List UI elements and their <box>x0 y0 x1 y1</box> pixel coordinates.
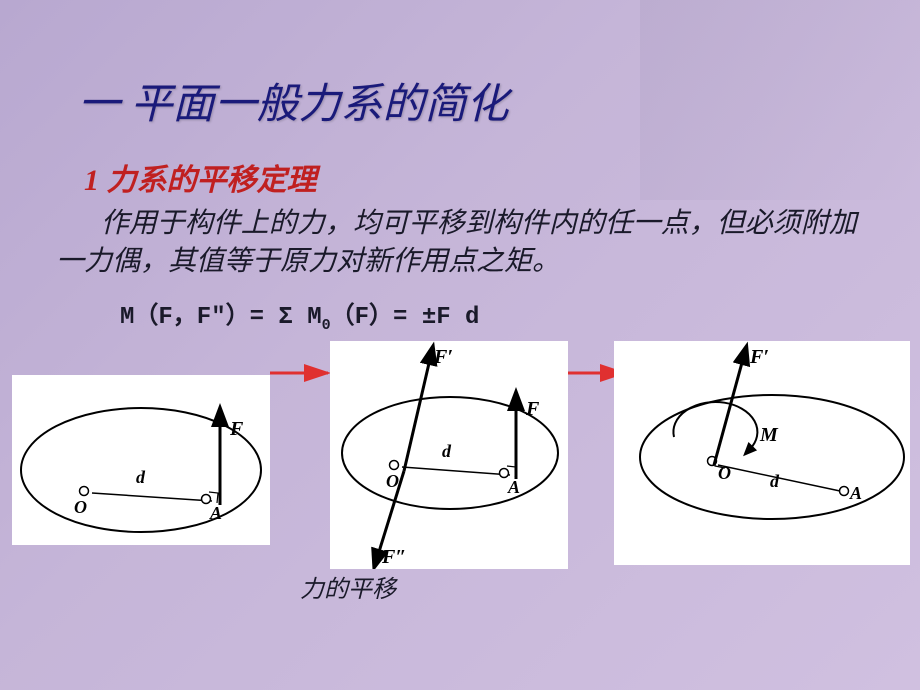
svg-text:O: O <box>718 463 731 483</box>
diagram-panel-2: O A d F F′ F″ <box>330 341 568 569</box>
formula-pre: M（F，F″）= Σ M <box>120 304 322 331</box>
svg-text:A: A <box>849 483 862 503</box>
slide: 一 平面一般力系的简化 1 力系的平移定理 作用于构件上的力，均可平移到构件内的… <box>0 0 920 690</box>
section-heading: 1 力系的平移定理 <box>0 131 920 199</box>
svg-text:A: A <box>209 503 222 523</box>
section-text: 力系的平移定理 <box>107 164 317 197</box>
formula: M（F，F″）= Σ M0（F）= ±F d <box>0 281 920 340</box>
diagram-row: O A d F O A d F <box>0 341 920 591</box>
svg-text:F″: F″ <box>381 546 406 568</box>
diagram-panel-3: O A d F′ M <box>614 341 910 565</box>
svg-text:d: d <box>770 471 780 491</box>
svg-text:O: O <box>74 497 87 517</box>
section-number: 1 <box>84 164 99 197</box>
svg-text:d: d <box>136 467 146 487</box>
svg-text:A: A <box>507 477 520 497</box>
svg-text:F: F <box>525 398 540 420</box>
svg-text:d: d <box>442 441 452 461</box>
svg-text:F′: F′ <box>433 346 453 368</box>
svg-text:M: M <box>759 424 779 446</box>
svg-text:O: O <box>386 471 399 491</box>
diagram-caption: 力的平移 <box>300 569 396 604</box>
body-paragraph: 作用于构件上的力，均可平移到构件内的任一点，但必须附加一力偶，其值等于原力对新作… <box>0 199 920 281</box>
diagram-panel-1: O A d F <box>12 375 270 545</box>
svg-text:F′: F′ <box>749 346 769 368</box>
formula-sub: 0 <box>322 316 331 333</box>
svg-text:F: F <box>229 418 244 440</box>
formula-post: （F）= ±F d <box>331 304 480 331</box>
slide-title: 一 平面一般力系的简化 <box>0 0 920 131</box>
